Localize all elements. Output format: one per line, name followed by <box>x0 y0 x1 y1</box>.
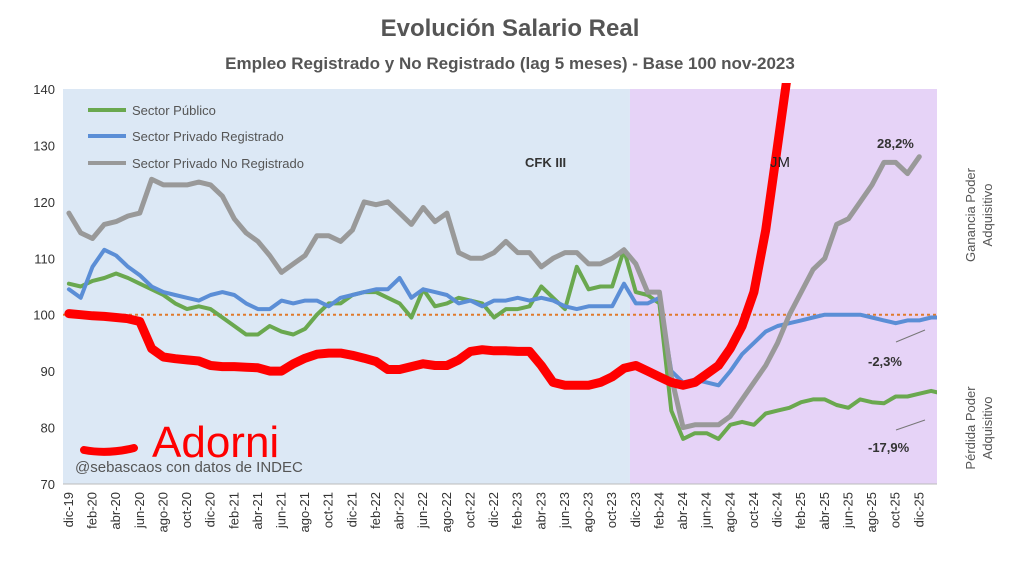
y-axis: 70 80 90 100 110 120 130 140 <box>33 82 937 492</box>
period-label-cfk: CFK III <box>525 155 566 170</box>
period-cfk-background <box>63 89 630 484</box>
x-tick-label: oct-25 <box>888 492 903 528</box>
x-tick-label: jun-25 <box>840 492 855 529</box>
y-tick-label: 110 <box>34 251 55 266</box>
x-tick-label: abr-20 <box>108 492 123 530</box>
x-tick-label: dic-25 <box>911 492 926 527</box>
y-tick-label: 80 <box>41 421 55 436</box>
x-tick-label: oct-20 <box>179 492 194 528</box>
y-tick-label: 70 <box>41 477 55 492</box>
x-tick-label: dic-24 <box>770 492 785 527</box>
y-tick-label: 120 <box>33 195 55 210</box>
x-tick-label: ago-25 <box>864 492 879 532</box>
x-tick-label: ago-20 <box>155 492 170 532</box>
label-privado-registrado-change: -2,3% <box>868 354 902 369</box>
chart-subtitle: Empleo Registrado y No Registrado (lag 5… <box>225 54 795 73</box>
y-tick-label: 130 <box>33 138 55 153</box>
legend-label-privado-registrado: Sector Privado Registrado <box>132 129 284 144</box>
x-tick-label: dic-21 <box>344 492 359 527</box>
side-label-ganancia-1: Ganancia Poder <box>963 167 978 262</box>
x-tick-label: ago-21 <box>297 492 312 532</box>
x-tick-label: feb-20 <box>85 492 100 529</box>
y-tick-label: 140 <box>33 82 55 97</box>
period-label-jm: JM <box>770 154 790 171</box>
x-tick-label: oct-22 <box>462 492 477 528</box>
label-publico-change: -17,9% <box>868 440 910 455</box>
series-layer <box>64 83 937 441</box>
x-tick-label: jun-23 <box>557 492 572 529</box>
x-tick-label: oct-21 <box>321 492 336 528</box>
x-tick-label: oct-23 <box>604 492 619 528</box>
x-tick-label: dic-19 <box>61 492 76 527</box>
x-tick-label: feb-25 <box>793 492 808 529</box>
series-line-privado-no-registrado <box>66 154 922 431</box>
side-label-perdida-2: Adquisitivo <box>980 397 995 460</box>
x-tick-label: feb-22 <box>368 492 383 529</box>
side-label-ganancia-2: Adquisitivo <box>980 184 995 247</box>
x-tick-label: jun-21 <box>274 492 289 529</box>
x-tick-label: ago-22 <box>439 492 454 532</box>
series-line-privado-registrado <box>66 247 937 388</box>
adorni-dash-mark <box>80 444 138 456</box>
series-line-sector-publico <box>66 247 937 441</box>
x-tick-label: abr-24 <box>675 492 690 530</box>
x-tick-label: ago-24 <box>722 492 737 532</box>
x-axis: dic-19 feb-20 abr-20 jun-20 ago-20 oct-20 dic-… <box>61 492 926 532</box>
x-tick-label: abr-25 <box>817 492 832 530</box>
label-no-registrado-change: 28,2% <box>877 136 914 151</box>
legend-label-sector-publico: Sector Público <box>132 103 216 118</box>
leader-line-publico <box>895 419 926 431</box>
x-tick-label: ago-23 <box>581 492 596 532</box>
x-tick-label: feb-24 <box>651 492 666 529</box>
y-tick-label: 90 <box>41 364 55 379</box>
x-tick-label: jun-24 <box>699 492 714 529</box>
x-tick-label: feb-23 <box>510 492 525 529</box>
x-tick-label: abr-21 <box>250 492 265 530</box>
side-label-perdida-1: Pérdida Poder <box>963 386 978 470</box>
x-tick-label: jun-20 <box>132 492 147 529</box>
x-tick-label: oct-24 <box>746 492 761 528</box>
x-tick-label: feb-21 <box>226 492 241 529</box>
x-tick-label: dic-20 <box>203 492 218 527</box>
legend-label-privado-no-registrado: Sector Privado No Registrado <box>132 156 304 171</box>
x-tick-label: dic-22 <box>486 492 501 527</box>
adorni-label: Adorni <box>152 418 279 467</box>
x-tick-label: abr-22 <box>392 492 407 530</box>
legend: Sector Público Sector Privado Registrado… <box>88 103 304 171</box>
y-tick-label: 100 <box>33 308 55 323</box>
x-tick-label: abr-23 <box>533 492 548 530</box>
chart-title: Evolución Salario Real <box>381 15 640 42</box>
leader-line-privado-registrado <box>895 329 926 343</box>
x-tick-label: dic-23 <box>628 492 643 527</box>
watermark: @sebascaos con datos de INDEC <box>75 459 303 476</box>
series-line-adorni <box>64 83 791 390</box>
x-tick-label: jun-22 <box>415 492 430 529</box>
